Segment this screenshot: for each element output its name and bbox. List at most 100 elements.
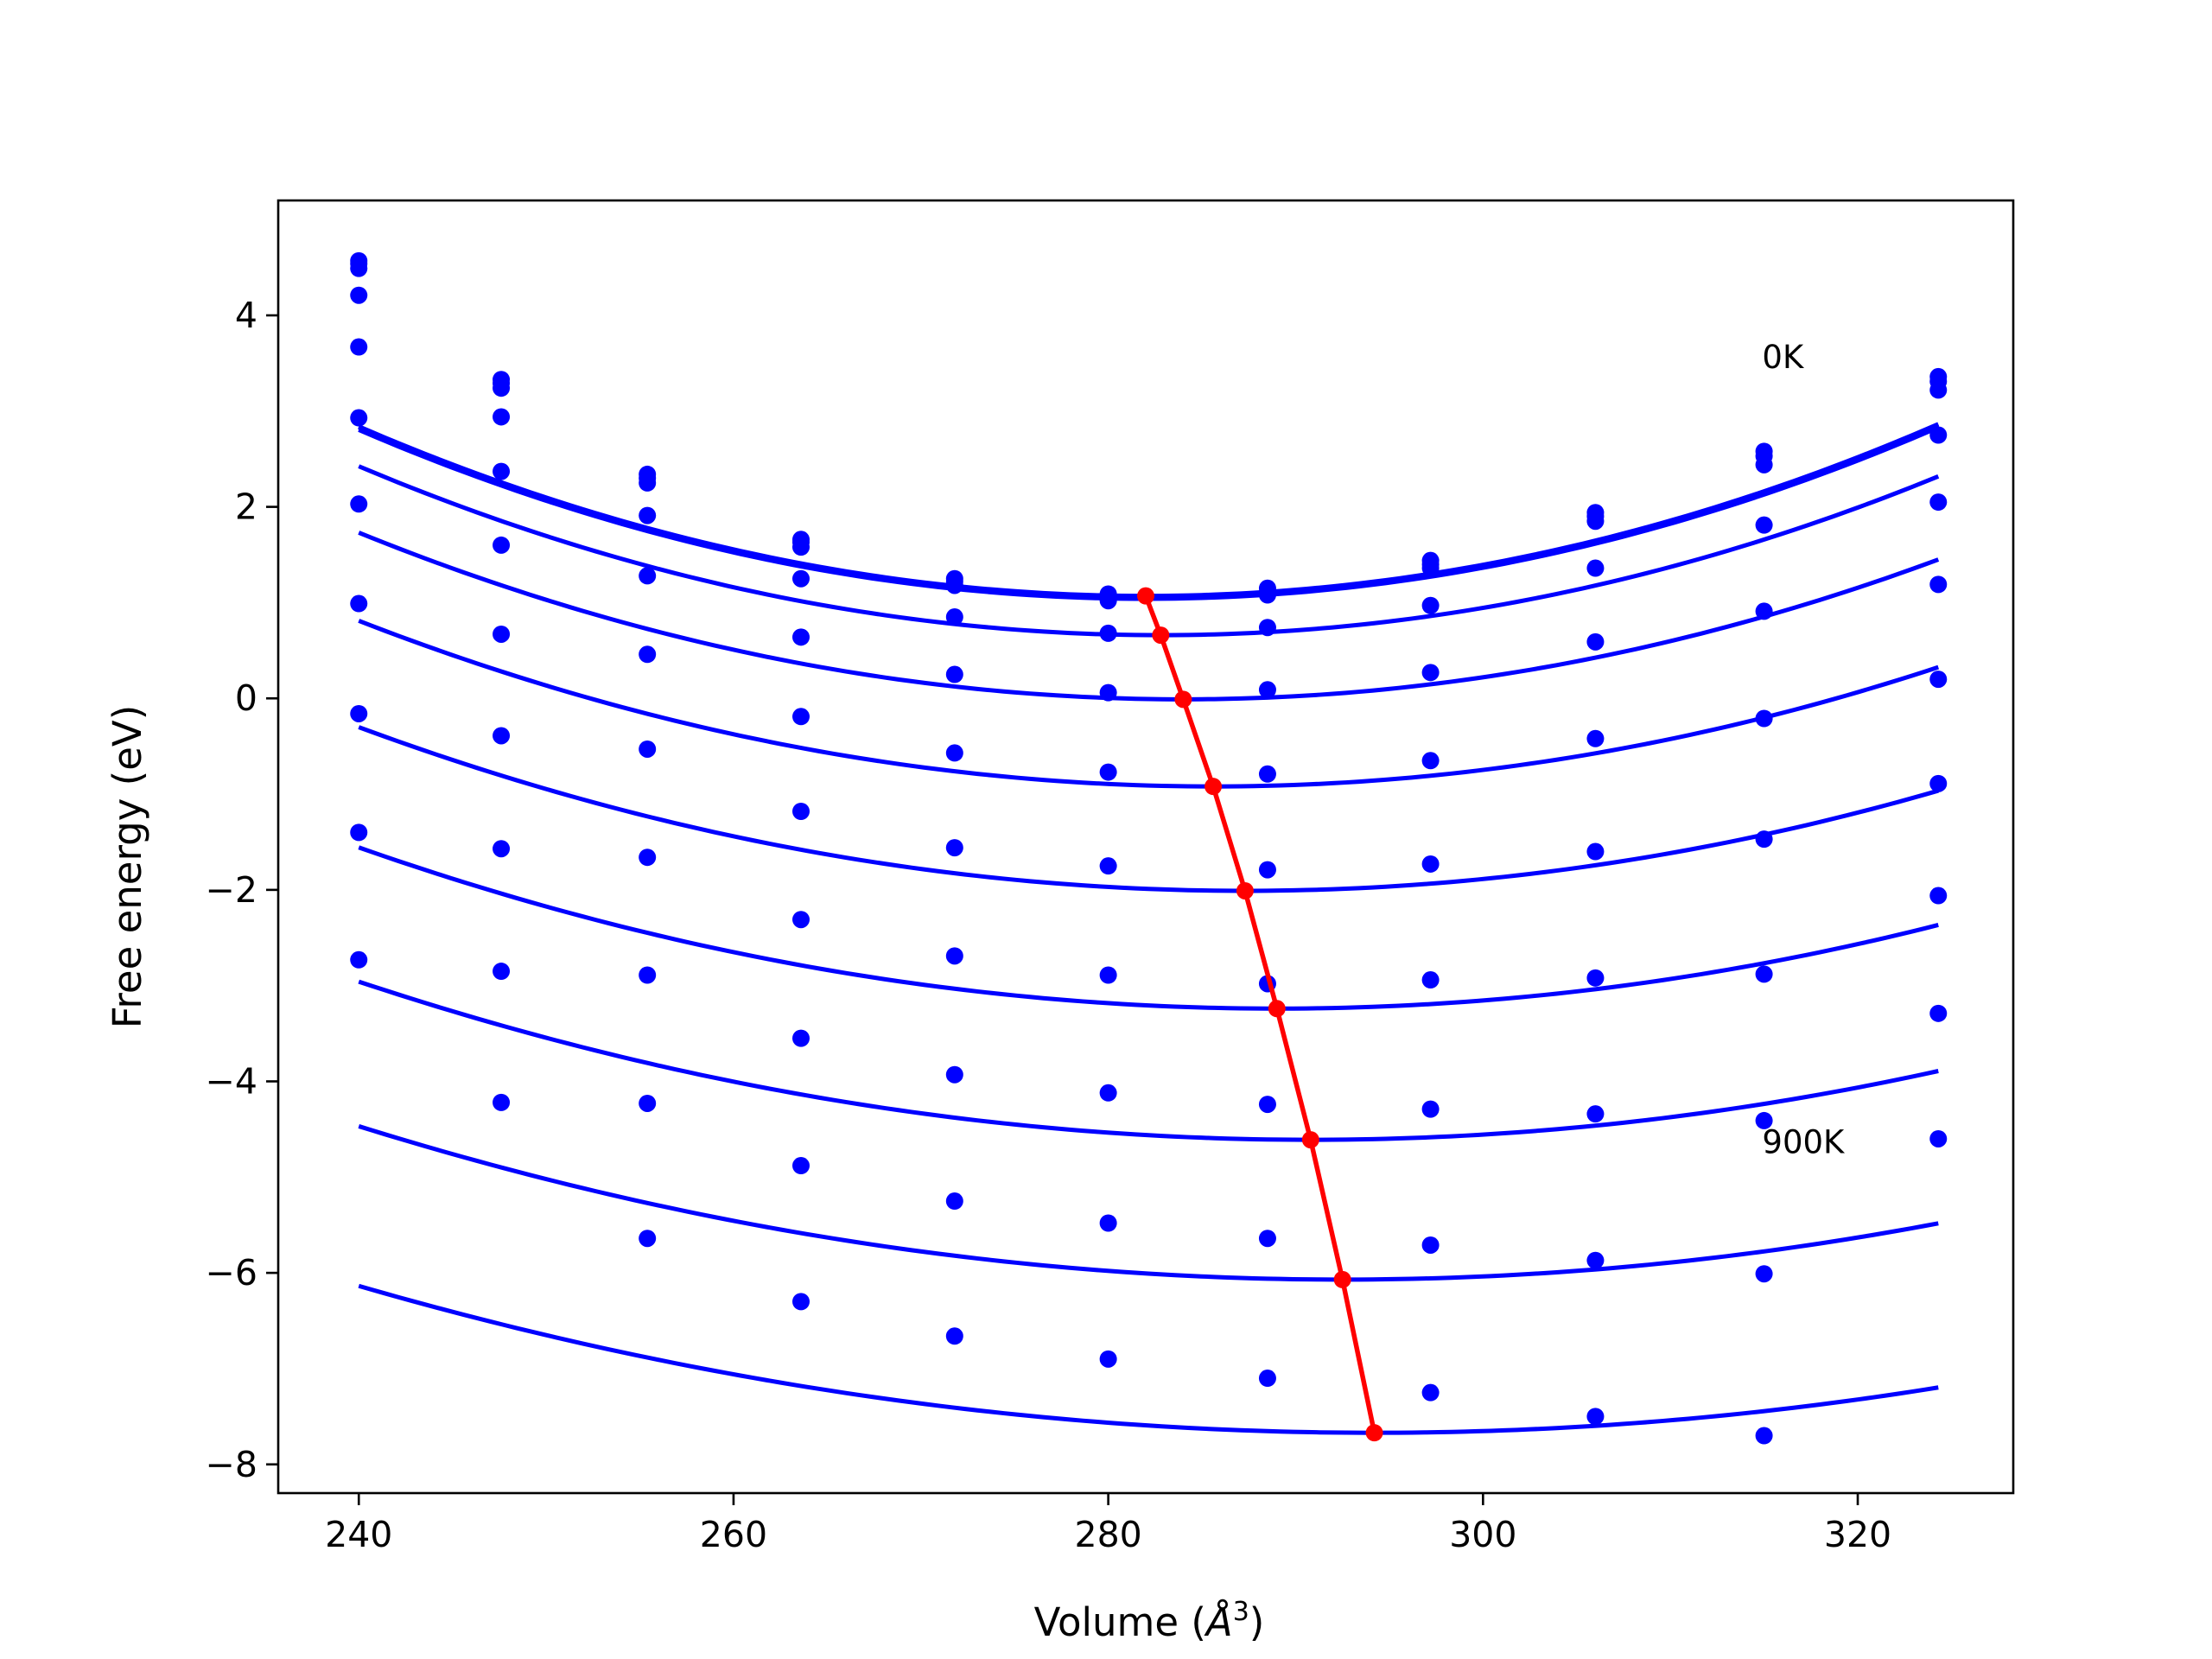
- fit-curve-3: [358, 464, 1940, 638]
- data-point: [945, 1192, 963, 1211]
- data-point: [1586, 512, 1605, 531]
- data-point: [945, 839, 963, 857]
- y-tick-label: 0: [235, 677, 257, 719]
- series-3: [350, 286, 1948, 642]
- data-point: [1586, 969, 1605, 987]
- x-tick-label: 320: [1824, 1514, 1891, 1555]
- data-point: [639, 474, 657, 492]
- data-point: [493, 963, 511, 981]
- tick-layer: 240 260 280 300 320 4 2 0 −2 −4 −6 −8: [206, 295, 1892, 1555]
- annotation-layer: 0K 900K: [1762, 339, 1846, 1161]
- data-point: [1421, 1100, 1440, 1118]
- plot-frame: [276, 199, 2015, 1495]
- data-point: [1258, 1230, 1276, 1248]
- minimum-point: [1333, 1270, 1351, 1288]
- data-point: [639, 506, 657, 524]
- data-point: [1258, 681, 1276, 699]
- data-point: [1755, 602, 1773, 620]
- data-point: [350, 495, 368, 513]
- data-point: [792, 1029, 810, 1047]
- data-point: [493, 408, 511, 426]
- data-point: [1929, 493, 1948, 512]
- data-point: [1099, 592, 1117, 610]
- fit-curve-4: [358, 531, 1940, 702]
- data-point: [1929, 671, 1948, 689]
- temperature-annotation: 900K: [1762, 1124, 1846, 1161]
- series-8: [350, 704, 1948, 1142]
- data-point: [792, 1293, 810, 1311]
- data-point: [1929, 887, 1948, 905]
- data-point: [493, 727, 511, 745]
- data-point: [1929, 575, 1948, 594]
- data-point: [1929, 426, 1948, 444]
- minimum-point: [1236, 881, 1254, 899]
- data-point: [792, 802, 810, 820]
- data-point: [493, 1093, 511, 1111]
- data-point: [945, 608, 963, 626]
- fit-curve-5: [358, 619, 1940, 789]
- data-point: [792, 538, 810, 556]
- data-point: [493, 462, 511, 480]
- data-point: [792, 569, 810, 588]
- data-point: [1099, 624, 1117, 642]
- x-axis-label-text: Volume (: [1034, 1599, 1206, 1645]
- data-point: [945, 947, 963, 965]
- data-point: [639, 1230, 657, 1248]
- series-4: [350, 338, 1948, 702]
- data-point: [350, 594, 368, 613]
- axes-layer: [276, 199, 2015, 1495]
- data-point: [350, 704, 368, 722]
- fit-curve-6: [358, 725, 1939, 893]
- data-point: [1099, 966, 1117, 984]
- data-point: [1258, 861, 1276, 879]
- fit-curve-10: [358, 1283, 1939, 1435]
- y-tick-label: −4: [206, 1060, 257, 1102]
- data-point: [1755, 516, 1773, 534]
- data-point: [1421, 1383, 1440, 1402]
- minimum-point: [1152, 626, 1170, 645]
- data-point: [945, 1065, 963, 1084]
- data-point: [1099, 1350, 1117, 1368]
- data-point: [1421, 855, 1440, 873]
- data-point: [792, 1157, 810, 1175]
- x-axis-label: Volume (Å3): [1034, 1597, 1265, 1645]
- data-point: [493, 536, 511, 554]
- data-point: [1258, 619, 1276, 637]
- data-point: [1099, 1214, 1117, 1232]
- data-point: [639, 966, 657, 984]
- x-tick-label: 260: [700, 1514, 767, 1555]
- data-point: [350, 259, 368, 277]
- data-point: [1586, 1408, 1605, 1426]
- fit-curve-7: [358, 845, 1939, 1011]
- data-point: [1929, 1004, 1948, 1022]
- minimum-point: [1268, 1000, 1286, 1018]
- data-point: [1099, 1084, 1117, 1102]
- data-point: [1421, 664, 1440, 682]
- data-point: [350, 950, 368, 969]
- data-point: [945, 744, 963, 762]
- data-point: [639, 567, 657, 585]
- x-tick-label: 280: [1074, 1514, 1141, 1555]
- data-point: [639, 645, 657, 664]
- data-point: [350, 409, 368, 427]
- minimum-point: [1174, 690, 1192, 709]
- data-point: [1755, 1427, 1773, 1445]
- y-axis-label: Free energy (eV): [105, 705, 150, 1028]
- data-point: [1258, 765, 1276, 783]
- data-point: [1755, 1111, 1773, 1129]
- data-point: [1586, 632, 1605, 651]
- data-point: [1258, 586, 1276, 604]
- data-point: [1929, 774, 1948, 792]
- data-point: [792, 708, 810, 726]
- data-point: [1421, 559, 1440, 577]
- data-point: [1755, 455, 1773, 474]
- data-point: [493, 379, 511, 397]
- x-axis-unit-exponent: 3: [1233, 1597, 1249, 1627]
- fit-curve-9: [358, 1124, 1939, 1282]
- x-axis-label-close: ): [1249, 1599, 1265, 1645]
- series-6: [350, 495, 1948, 893]
- data-point: [350, 338, 368, 356]
- data-point: [1258, 1370, 1276, 1388]
